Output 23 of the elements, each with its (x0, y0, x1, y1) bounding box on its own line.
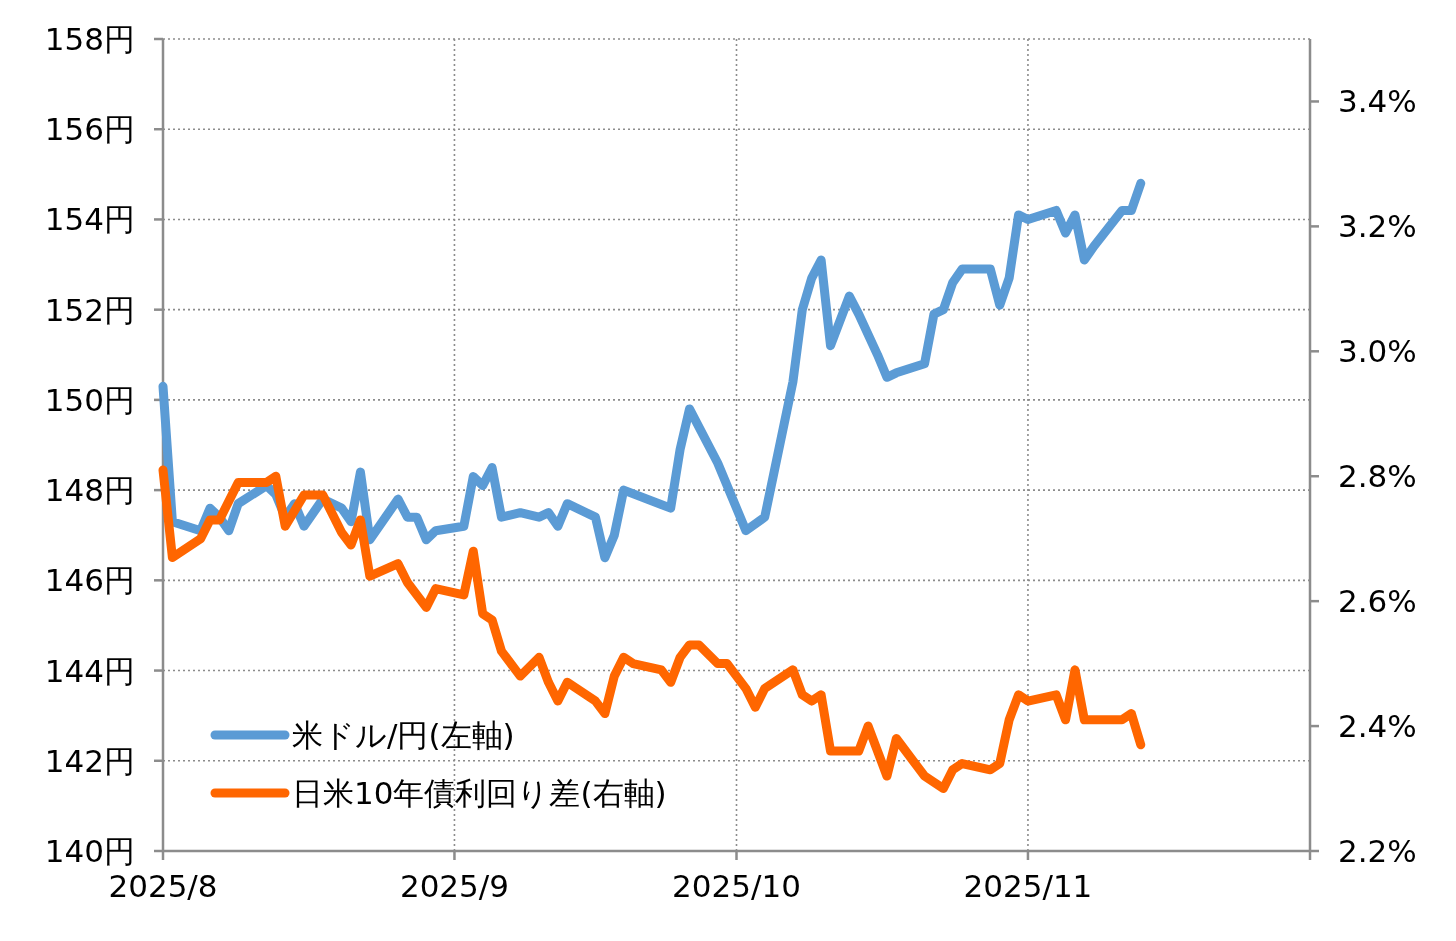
y-tick-label: 154円 (44, 201, 135, 238)
y-tick-label: 146円 (44, 562, 135, 599)
x-tick-label: 2025/11 (963, 868, 1093, 904)
legend-label: 米ドル/円(左軸) (292, 717, 515, 753)
x-tick-label: 2025/8 (108, 868, 218, 904)
y-tick-label: 148円 (44, 472, 135, 509)
y-tick-label: 140円 (44, 833, 135, 869)
y2-tick-label: 2.6% (1338, 583, 1417, 620)
y-tick-label: 158円 (44, 21, 135, 57)
x-tick-label: 2025/10 (672, 868, 801, 904)
y2-tick-label: 3.2% (1338, 208, 1417, 245)
y2-tick-label: 2.8% (1338, 458, 1417, 495)
y2-tick-label: 3.4% (1338, 83, 1417, 120)
y-tick-label: 142円 (44, 742, 135, 779)
y2-tick-label: 3.0% (1338, 333, 1417, 370)
legend-label: 日米10年債利回り差(右軸) (292, 775, 667, 811)
y-tick-label: 156円 (44, 111, 135, 148)
y-tick-label: 152円 (44, 291, 135, 328)
y-tick-label: 144円 (44, 652, 135, 689)
y2-tick-label: 2.4% (1338, 708, 1417, 745)
x-tick-label: 2025/9 (399, 868, 509, 904)
y2-tick-label: 2.2% (1338, 833, 1417, 869)
y-tick-label: 150円 (44, 381, 135, 418)
